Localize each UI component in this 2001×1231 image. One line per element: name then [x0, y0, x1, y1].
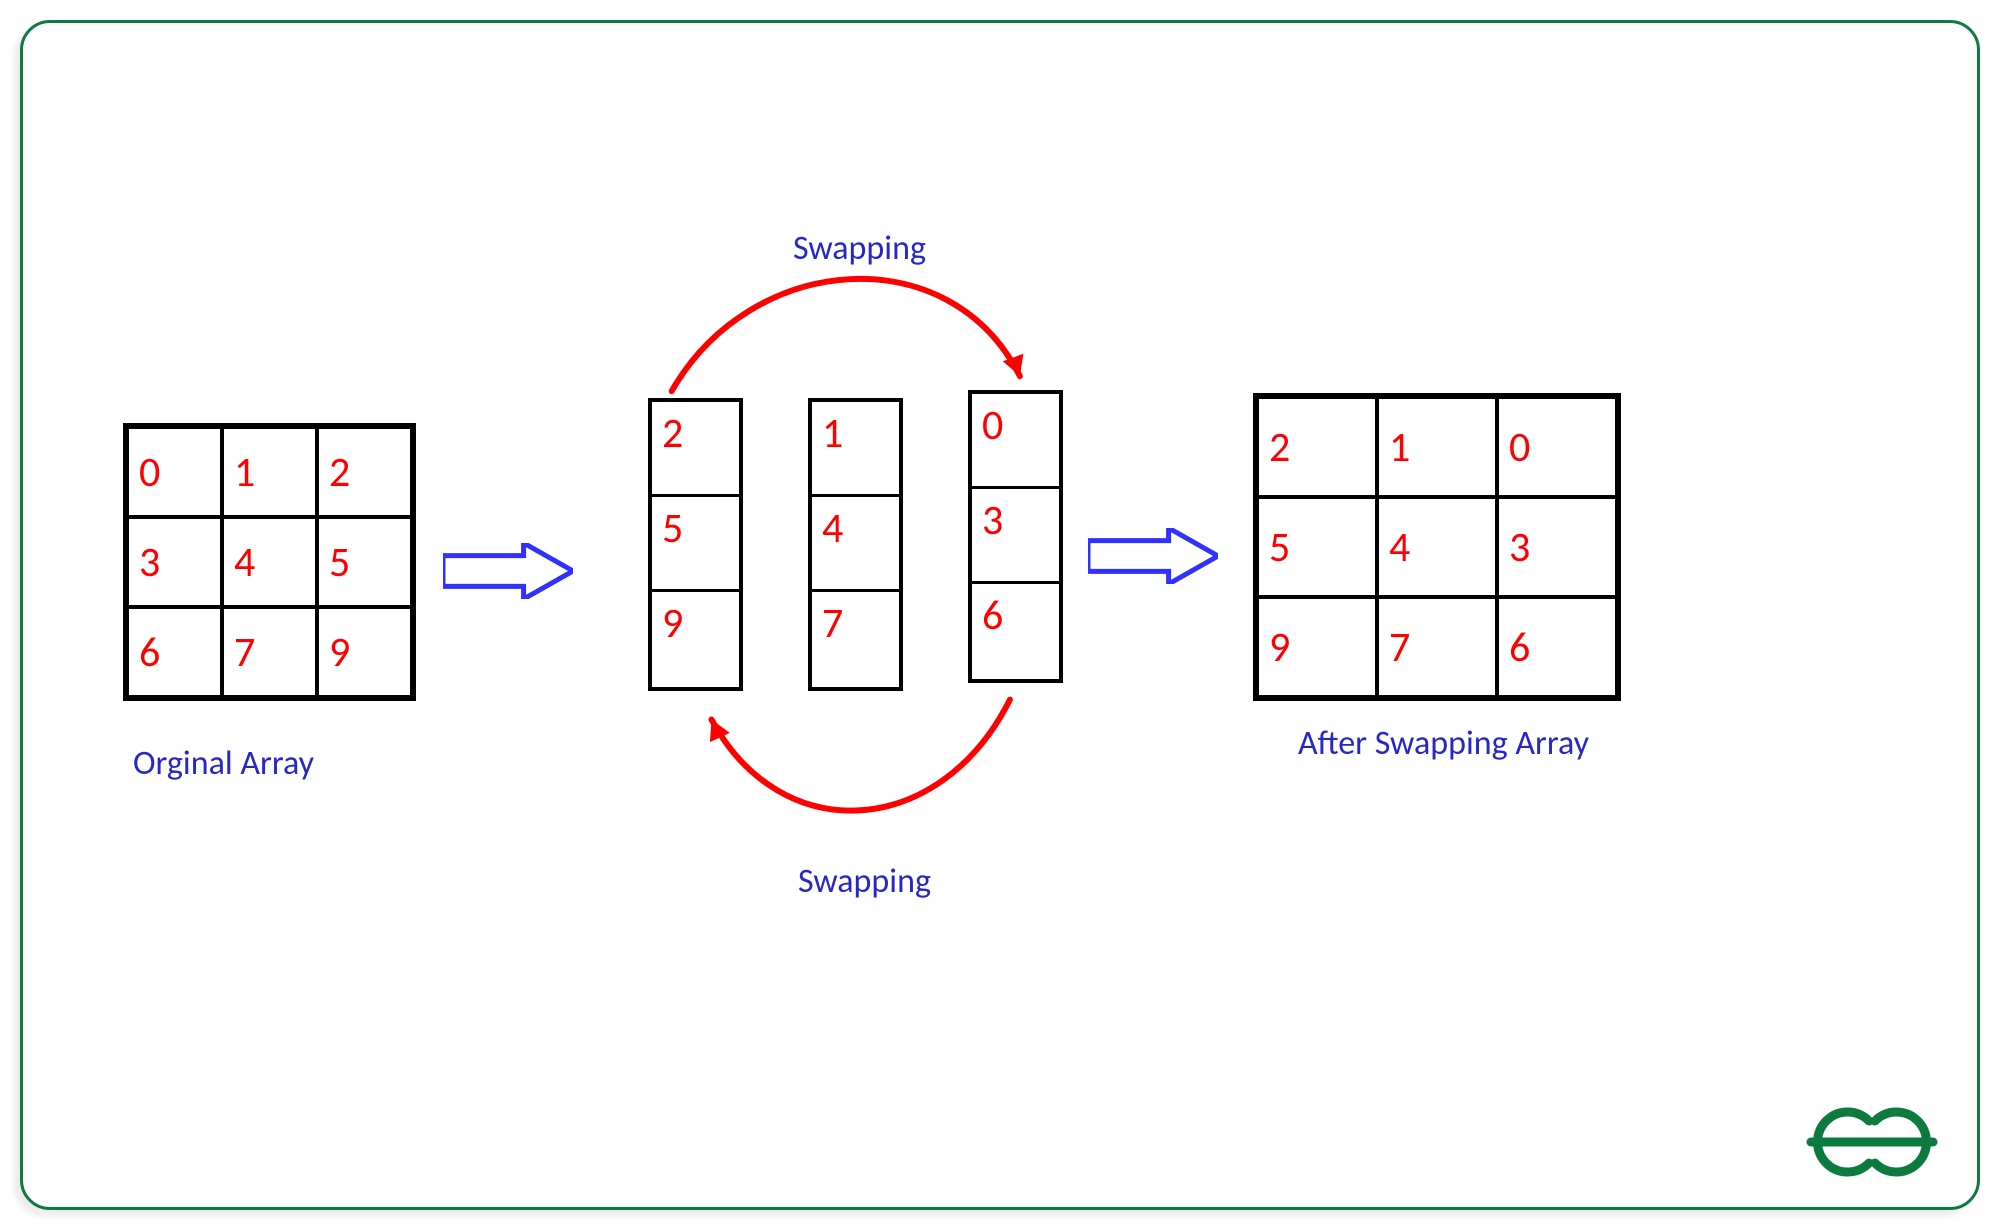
- grid-cell: 5: [652, 497, 739, 592]
- grid-cell: 0: [972, 394, 1059, 489]
- grid-cell: 7: [222, 607, 317, 697]
- swapping-column: 259: [648, 398, 743, 691]
- grid-cell: 1: [1377, 397, 1497, 497]
- grid-cell: 9: [317, 607, 412, 697]
- grid-cell: 4: [812, 497, 899, 592]
- flow-arrow-1: [443, 543, 573, 599]
- original-array-label: Orginal Array: [133, 743, 314, 784]
- geeksforgeeks-logo-icon: [1797, 1097, 1947, 1187]
- table-row: 012: [127, 427, 412, 517]
- grid-cell: 6: [972, 584, 1059, 679]
- grid-cell: 6: [1497, 597, 1617, 697]
- grid-cell: 0: [1497, 397, 1617, 497]
- grid-cell: 4: [222, 517, 317, 607]
- after-swapping-label: After Swapping Array: [1298, 723, 1589, 764]
- swapping-top-label: Swapping: [793, 228, 926, 269]
- table-row: 976: [1257, 597, 1617, 697]
- swapping-bottom-label: Swapping: [798, 861, 931, 902]
- grid-cell: 9: [1257, 597, 1377, 697]
- swapping-column: 036: [968, 390, 1063, 683]
- grid-cell: 2: [1257, 397, 1377, 497]
- grid-cell: 0: [127, 427, 222, 517]
- original-array-grid: 012345679: [123, 423, 416, 701]
- table-row: 543: [1257, 497, 1617, 597]
- grid-cell: 6: [127, 607, 222, 697]
- grid-cell: 3: [1497, 497, 1617, 597]
- diagram-frame: 012345679 Orginal Array 259147036 Swappi…: [20, 20, 1980, 1210]
- grid-cell: 9: [652, 592, 739, 687]
- grid-cell: 3: [972, 489, 1059, 584]
- grid-cell: 7: [1377, 597, 1497, 697]
- grid-cell: 5: [317, 517, 412, 607]
- grid-cell: 4: [1377, 497, 1497, 597]
- grid-cell: 2: [652, 402, 739, 497]
- table-row: 210: [1257, 397, 1617, 497]
- grid-cell: 7: [812, 592, 899, 687]
- grid-cell: 5: [1257, 497, 1377, 597]
- grid-cell: 3: [127, 517, 222, 607]
- flow-arrow-2: [1088, 528, 1218, 584]
- grid-cell: 2: [317, 427, 412, 517]
- grid-cell: 1: [222, 427, 317, 517]
- table-row: 679: [127, 607, 412, 697]
- swapping-column: 147: [808, 398, 903, 691]
- after-swapping-array-grid: 210543976: [1253, 393, 1621, 701]
- grid-cell: 1: [812, 402, 899, 497]
- diagram-stage: 012345679 Orginal Array 259147036 Swappi…: [23, 23, 1977, 1207]
- table-row: 345: [127, 517, 412, 607]
